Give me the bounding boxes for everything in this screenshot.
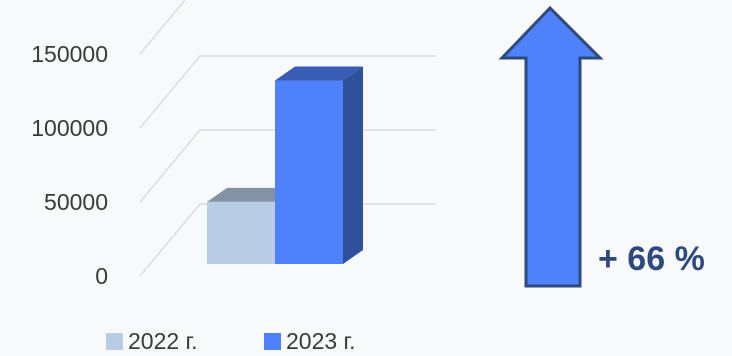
bar-top-face [207,187,295,202]
growth-indicator: + 66 % [498,5,705,288]
gridline [139,0,186,55]
legend-item: 2022 г. [106,328,198,354]
up-arrow-icon [498,5,604,288]
bar [275,66,363,264]
legend-swatch [106,333,123,350]
bar-front-face [275,80,343,264]
gridline [139,55,436,129]
growth-percentage-label: + 66 % [598,240,705,278]
legend-label: 2022 г. [128,328,198,354]
y-tick-label: 50000 [44,189,108,215]
bars [207,66,363,264]
y-tick-label: 150000 [31,41,108,67]
legend: 2022 г. 2023 г. [106,328,356,354]
bar-front-face [207,201,275,264]
y-tick-label: 100000 [31,115,108,141]
y-axis-ticks: 0 50000 100000 150000 [31,41,108,289]
bar-side-face [343,66,363,264]
bar-top-face [275,66,363,81]
legend-item: 2023 г. [264,328,356,354]
y-tick-label: 0 [95,263,108,289]
legend-label: 2023 г. [286,328,356,354]
legend-swatch [264,333,281,350]
